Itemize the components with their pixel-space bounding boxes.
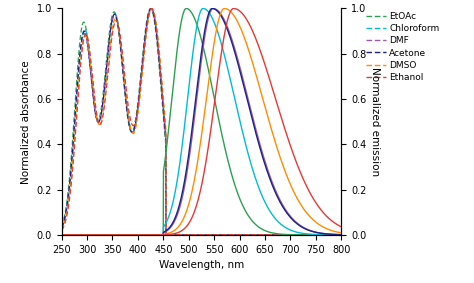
- X-axis label: Wavelength, nm: Wavelength, nm: [159, 260, 244, 270]
- Y-axis label: Normalized emission: Normalized emission: [370, 67, 380, 176]
- Y-axis label: Normalized absorbance: Normalized absorbance: [21, 60, 31, 183]
- Legend: EtOAc, Chloroform, DMF, Acetone, DMSO, Ethanol: EtOAc, Chloroform, DMF, Acetone, DMSO, E…: [362, 8, 443, 85]
